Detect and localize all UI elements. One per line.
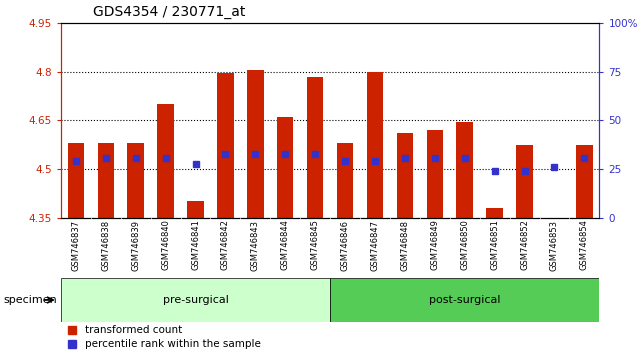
Text: GSM746851: GSM746851 (490, 219, 499, 270)
Text: GSM746852: GSM746852 (520, 219, 529, 270)
Text: GSM746849: GSM746849 (430, 219, 439, 270)
Bar (576, 145, 593, 218)
Bar (97, 143, 114, 218)
Text: GSM746843: GSM746843 (251, 219, 260, 270)
Text: GSM746854: GSM746854 (580, 219, 589, 270)
Text: GSM746846: GSM746846 (340, 219, 349, 270)
Text: pre-surgical: pre-surgical (163, 295, 228, 305)
Bar (456, 122, 473, 218)
Bar (128, 143, 144, 218)
Bar (277, 117, 294, 218)
Bar (546, 218, 563, 219)
Bar (68, 143, 84, 218)
Text: GDS4354 / 230771_at: GDS4354 / 230771_at (93, 5, 246, 19)
Text: GSM746847: GSM746847 (370, 219, 379, 270)
Text: GSM746839: GSM746839 (131, 219, 140, 270)
Bar (397, 133, 413, 218)
Text: percentile rank within the sample: percentile rank within the sample (85, 339, 261, 349)
Text: transformed count: transformed count (85, 325, 183, 335)
Bar (61, 278, 330, 322)
Bar (307, 76, 324, 218)
Bar (187, 201, 204, 218)
Bar (367, 72, 383, 218)
Text: GSM746848: GSM746848 (401, 219, 410, 270)
Text: GSM746845: GSM746845 (311, 219, 320, 270)
Bar (337, 143, 353, 218)
Text: GSM746853: GSM746853 (550, 219, 559, 270)
Bar (517, 145, 533, 218)
Text: GSM746841: GSM746841 (191, 219, 200, 270)
Text: GSM746844: GSM746844 (281, 219, 290, 270)
Text: GSM746837: GSM746837 (71, 219, 80, 271)
Text: GSM746842: GSM746842 (221, 219, 230, 270)
Bar (158, 104, 174, 218)
Text: specimen: specimen (3, 295, 57, 305)
Text: GSM746850: GSM746850 (460, 219, 469, 270)
Bar (217, 73, 233, 218)
Text: GSM746840: GSM746840 (161, 219, 170, 270)
Bar (487, 208, 503, 218)
Text: post-surgical: post-surgical (429, 295, 501, 305)
Bar (427, 130, 443, 218)
Bar (330, 278, 599, 322)
Text: GSM746838: GSM746838 (101, 219, 110, 271)
Bar (247, 70, 263, 218)
